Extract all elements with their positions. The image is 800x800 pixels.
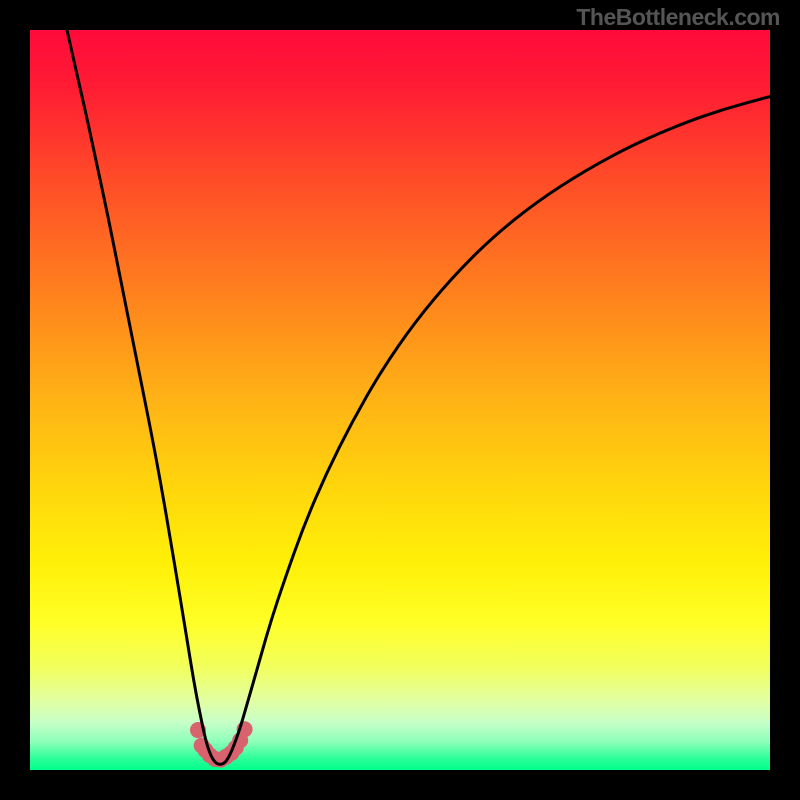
watermark-text: TheBottleneck.com	[576, 4, 780, 31]
figure-frame: TheBottleneck.com	[0, 0, 800, 800]
gradient-background	[30, 30, 770, 770]
chart-area	[30, 30, 770, 770]
chart-svg	[30, 30, 770, 770]
